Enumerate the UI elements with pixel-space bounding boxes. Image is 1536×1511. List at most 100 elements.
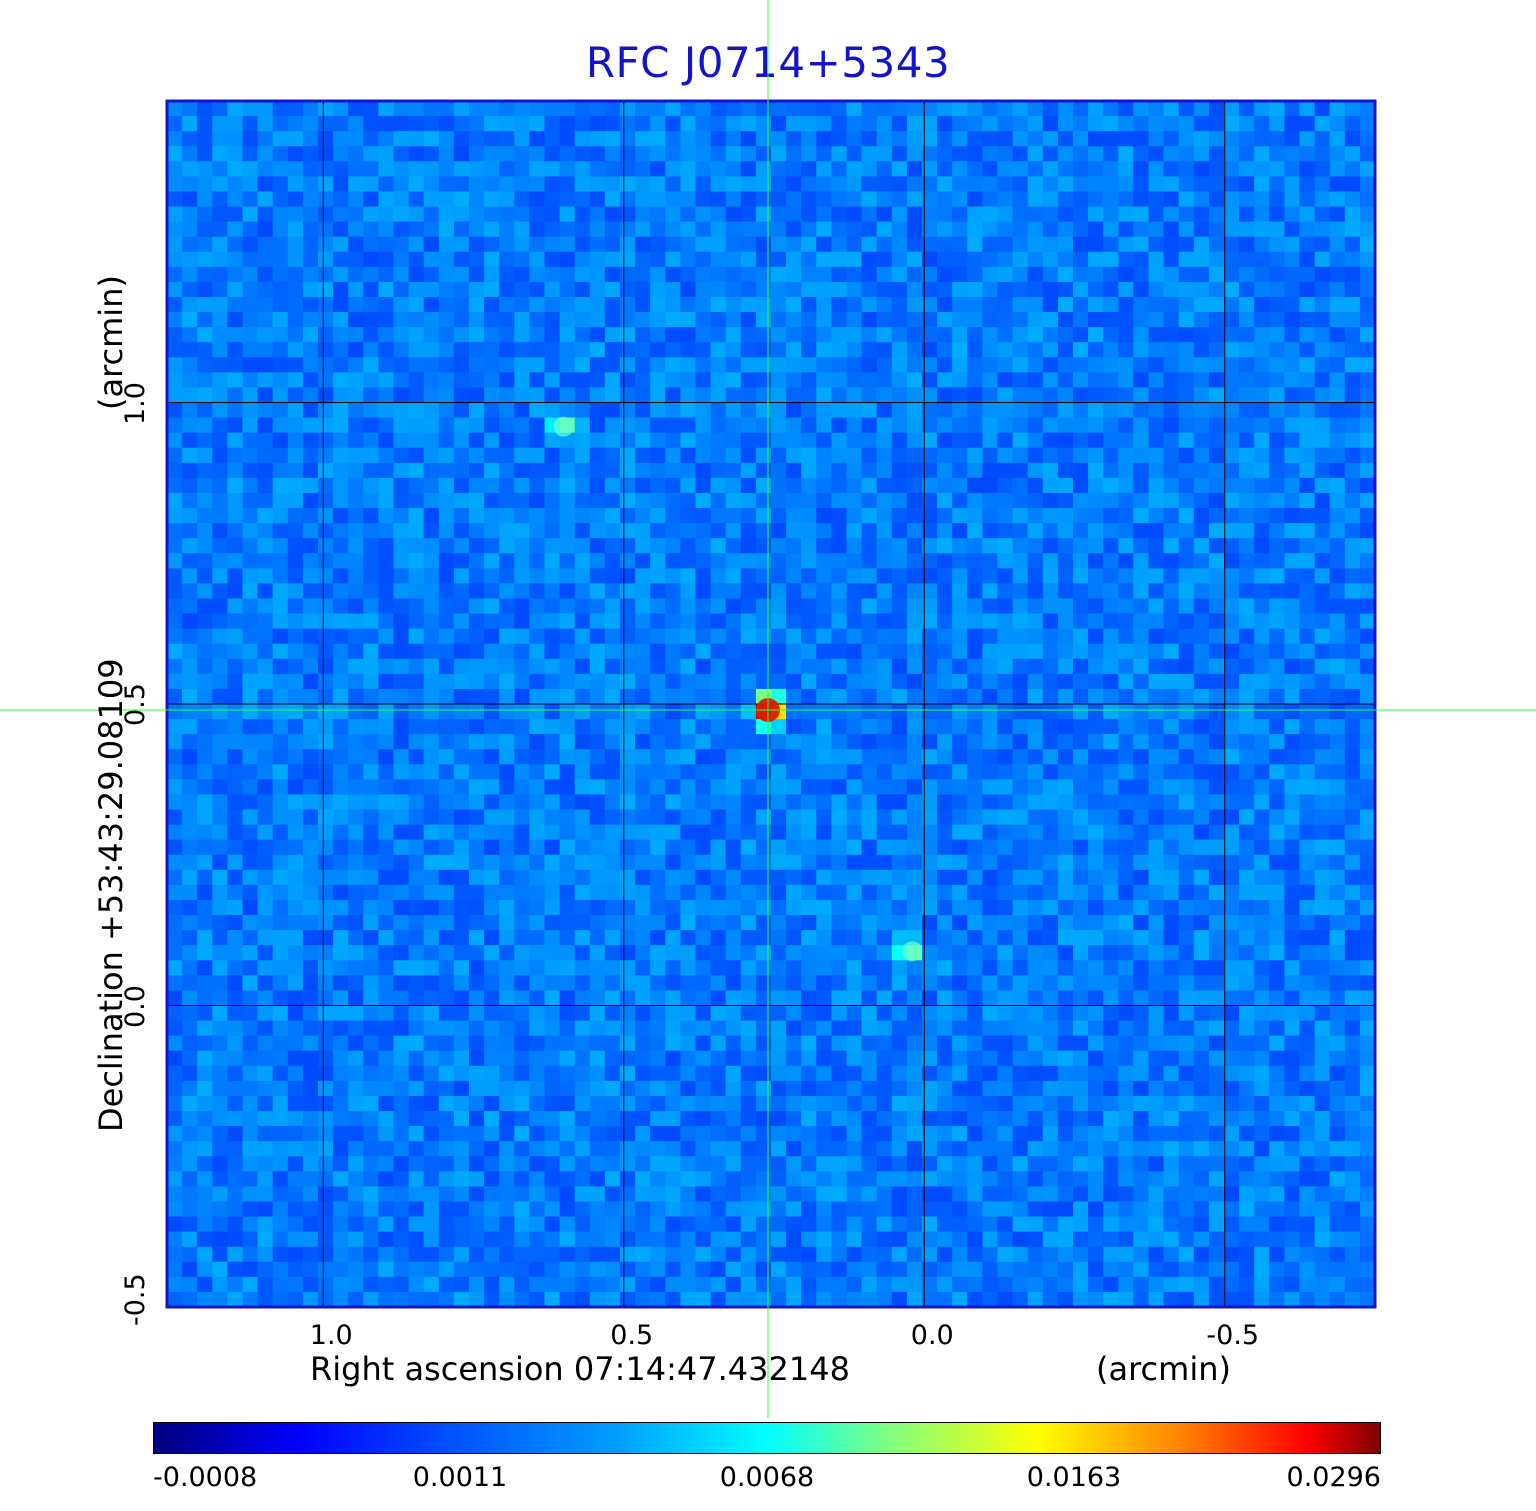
map-pixel	[287, 462, 304, 479]
map-pixel	[801, 975, 817, 992]
map-pixel	[771, 915, 787, 931]
map-pixel	[876, 779, 893, 796]
map-pixel	[469, 296, 485, 313]
map-pixel	[393, 719, 410, 735]
map-pixel	[891, 779, 908, 796]
map-pixel	[318, 296, 334, 313]
map-pixel	[620, 1156, 636, 1172]
map-pixel	[574, 1231, 591, 1248]
map-pixel	[499, 1276, 515, 1293]
map-pixel	[891, 583, 908, 600]
map-pixel	[604, 251, 621, 268]
map-pixel	[620, 387, 636, 404]
map-pixel	[710, 342, 727, 358]
map-pixel	[695, 146, 712, 162]
map-pixel	[499, 643, 515, 660]
map-pixel	[937, 281, 953, 298]
map-pixel	[378, 1020, 395, 1037]
map-pixel	[740, 794, 757, 811]
map-pixel	[710, 1156, 727, 1172]
map-pixel	[272, 372, 289, 389]
map-pixel	[604, 116, 621, 132]
map-pixel	[725, 492, 742, 509]
map-pixel	[287, 508, 304, 524]
map-pixel	[514, 432, 530, 449]
map-pixel	[786, 131, 802, 147]
map-pixel	[423, 417, 440, 434]
map-pixel	[755, 884, 772, 901]
map-pixel	[393, 1216, 410, 1233]
map-pixel	[242, 266, 259, 283]
map-pixel	[816, 523, 832, 539]
map-pixel	[499, 146, 515, 162]
map-pixel	[453, 975, 470, 992]
map-pixel	[438, 749, 455, 765]
map-pixel	[378, 1261, 395, 1278]
map-pixel	[906, 1186, 923, 1203]
map-pixel	[786, 447, 802, 464]
map-pixel	[1042, 613, 1059, 630]
map-pixel	[227, 915, 244, 931]
map-pixel	[801, 1276, 817, 1293]
map-pixel	[604, 372, 621, 389]
map-pixel	[348, 538, 364, 554]
map-pixel	[272, 704, 289, 720]
map-pixel	[574, 1111, 591, 1127]
map-pixel	[801, 719, 817, 735]
map-pixel	[348, 1201, 364, 1218]
map-pixel	[695, 131, 712, 147]
map-pixel	[1012, 824, 1029, 841]
map-pixel	[801, 779, 817, 796]
map-pixel	[1042, 266, 1059, 283]
map-pixel	[861, 960, 878, 976]
map-pixel	[453, 1186, 470, 1203]
map-pixel	[665, 613, 681, 630]
map-pixel	[242, 704, 259, 720]
map-pixel	[861, 251, 878, 268]
map-pixel	[1012, 116, 1029, 132]
map-pixel	[906, 884, 923, 901]
map-pixel	[1012, 538, 1029, 554]
map-pixel	[906, 854, 923, 871]
map-pixel	[1073, 221, 1089, 238]
map-pixel	[755, 357, 772, 373]
map-pixel	[725, 960, 742, 976]
map-pixel	[167, 101, 183, 117]
map-pixel	[937, 523, 953, 539]
map-pixel	[695, 387, 712, 404]
map-pixel	[1057, 1246, 1074, 1263]
map-pixel	[1027, 266, 1044, 283]
map-pixel	[333, 869, 349, 886]
map-pixel	[469, 658, 485, 675]
map-pixel	[212, 146, 228, 162]
map-pixel	[982, 131, 999, 147]
map-pixel	[650, 1216, 666, 1233]
map-pixel	[635, 523, 651, 539]
map-pixel	[604, 960, 621, 976]
map-pixel	[227, 1291, 244, 1308]
map-pixel	[891, 462, 908, 479]
map-pixel	[544, 492, 561, 509]
map-pixel	[635, 206, 651, 223]
map-pixel	[423, 899, 440, 916]
map-pixel	[257, 161, 274, 177]
map-pixel	[1057, 794, 1074, 811]
map-pixel	[665, 734, 681, 750]
map-pixel	[302, 794, 319, 811]
map-pixel	[272, 1095, 289, 1112]
map-pixel	[755, 1261, 772, 1278]
map-pixel	[287, 975, 304, 992]
map-pixel	[272, 764, 289, 780]
map-pixel	[469, 915, 485, 931]
map-pixel	[212, 1080, 228, 1097]
map-pixel	[212, 704, 228, 720]
map-pixel	[755, 1095, 772, 1112]
map-pixel	[499, 960, 515, 976]
map-pixel	[1057, 462, 1074, 479]
map-pixel	[710, 1035, 727, 1052]
map-pixel	[831, 1156, 848, 1172]
map-pixel	[937, 869, 953, 886]
map-pixel	[167, 899, 183, 916]
map-pixel	[1027, 960, 1044, 976]
map-pixel	[665, 131, 681, 147]
